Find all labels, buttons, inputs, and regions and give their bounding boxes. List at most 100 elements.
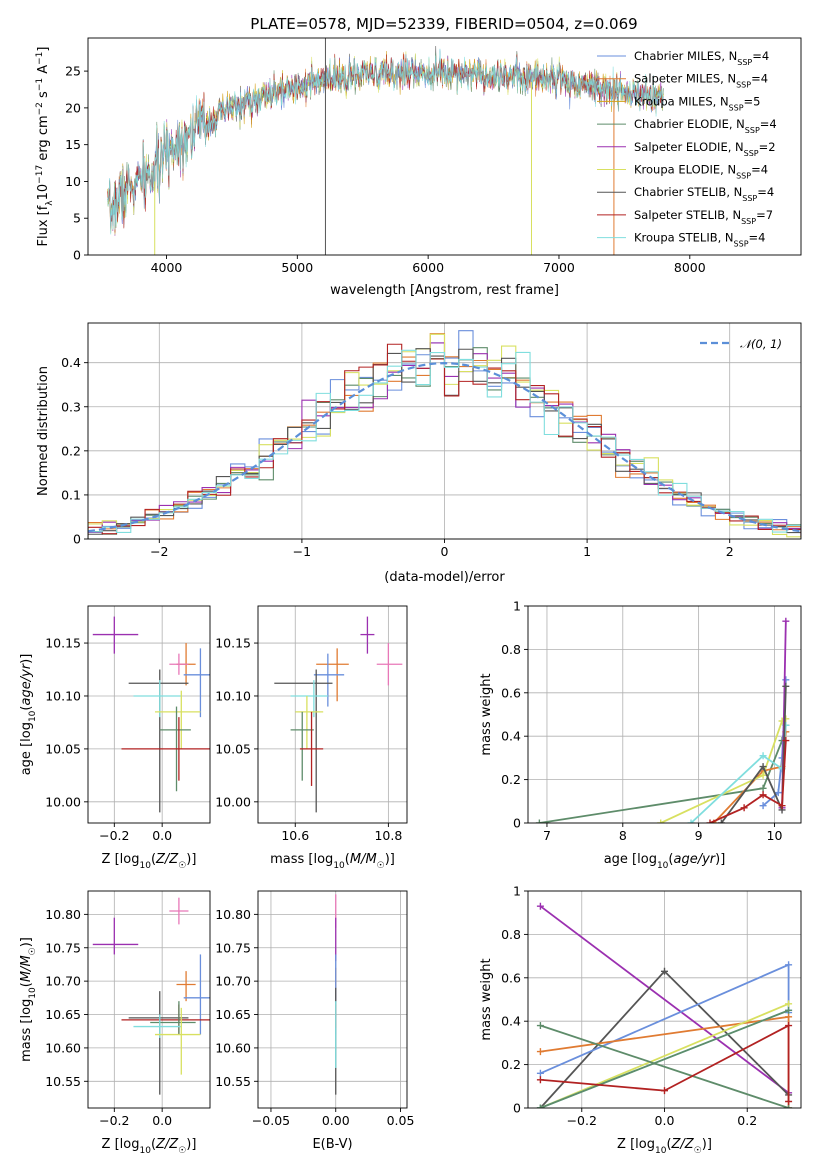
mass-vs-Z-panel-plot xyxy=(92,897,210,1095)
data-point xyxy=(785,1022,793,1030)
legend-entry-normal: 𝒩(0, 1) xyxy=(740,337,782,351)
x-tick-label: 8 xyxy=(619,828,627,843)
spectrum-panel-plot xyxy=(107,38,664,255)
mass-vs-EBV-panel-frame: −0.05 0.00 0.05 10.55 10.60 10.65 10.70 10.75 10… xyxy=(215,890,415,1152)
y-tick-label: 0.4 xyxy=(501,1014,521,1029)
x-tick-label: 2 xyxy=(726,544,734,559)
y-tick-label: 10.15 xyxy=(45,636,81,651)
data-point xyxy=(536,1104,544,1108)
legend-entry: Chabrier ELODIE, NSSP=4 xyxy=(634,117,777,135)
axes-frame xyxy=(87,605,211,824)
y-tick-label: 10 xyxy=(65,174,81,189)
y-tick-label: 10.75 xyxy=(45,940,81,955)
age-vs-mass-panel: 10.6 10.8 10.00 10.05 10.10 10.15 mass [log10(… xyxy=(215,605,408,871)
x-tick-label: 8000 xyxy=(674,260,706,275)
x-tick-label: 1 xyxy=(583,544,591,559)
data-point xyxy=(536,1022,544,1030)
y-tick-label: 1 xyxy=(513,884,521,899)
y-tick-label: 10.55 xyxy=(45,1074,81,1089)
y-axis-label: Normed distribution xyxy=(36,366,51,496)
data-point xyxy=(785,1104,793,1108)
legend-entry: Kroupa ELODIE, NSSP=4 xyxy=(634,163,768,181)
data-point xyxy=(785,1097,793,1105)
data-point xyxy=(759,763,767,771)
mass-vs-Z-panel: −0.2 0.0 10.55 10.60 10.65 10.70 10.75 10.80 Z [… xyxy=(19,890,211,1156)
data-point xyxy=(657,819,665,823)
x-axis-label: Z [log10(Z/Z☉)] xyxy=(102,1137,197,1156)
age-vs-mass-panel-grid xyxy=(258,606,407,823)
x-axis-label: wavelength [Angstrom, rest frame] xyxy=(330,283,559,298)
y-tick-label: 10.75 xyxy=(215,940,251,955)
age-vs-mass-panel-frame: 10.6 10.8 10.00 10.05 10.10 10.15 mass [log10(… xyxy=(215,605,408,871)
mass-vs-Z-panel-frame: −0.2 0.0 10.55 10.60 10.65 10.70 10.75 10.80 Z [… xyxy=(19,890,211,1156)
y-tick-label: 10.70 xyxy=(215,974,251,989)
data-point xyxy=(536,902,544,910)
data-point xyxy=(740,804,748,812)
y-tick-label: 10.00 xyxy=(45,794,81,809)
x-tick-label: 0 xyxy=(441,544,449,559)
legend-entry: Kroupa STELIB, NSSP=4 xyxy=(634,231,765,249)
x-tick-label: 10.6 xyxy=(281,828,309,843)
series-line xyxy=(540,1024,790,1102)
y-tick-label: 1 xyxy=(513,599,521,614)
mass-weight-vs-age-panel-frame: 7 8 9 10 0 0.2 0.4 0.6 0.8 1 age [log10(age/yr)] ma… xyxy=(479,599,802,871)
x-tick-label: 10.8 xyxy=(374,828,402,843)
data-point xyxy=(687,819,695,823)
x-axis-label: (data-model)/error xyxy=(384,570,505,585)
data-point xyxy=(782,682,790,690)
y-tick-label: 0.3 xyxy=(61,399,81,414)
series-line xyxy=(540,1024,789,1108)
data-point xyxy=(759,752,767,760)
mass-vs-Z-panel-grid xyxy=(88,891,210,1108)
x-tick-label: 9 xyxy=(695,828,703,843)
y-tick-label: 0 xyxy=(73,248,81,263)
y-tick-label: 20 xyxy=(65,100,81,115)
x-tick-label: −0.05 xyxy=(252,1113,290,1128)
x-tick-label: −0.2 xyxy=(99,1113,129,1128)
legend-entry: Chabrier MILES, NSSP=4 xyxy=(634,49,769,67)
spectrum-panel: 4000 5000 6000 7000 8000 0 5 10 15 20 25 wavelength… xyxy=(35,37,802,298)
y-tick-label: 10.05 xyxy=(215,741,251,756)
data-point xyxy=(785,1000,793,1008)
histogram-series xyxy=(88,349,801,533)
y-tick-label: 10.80 xyxy=(215,907,251,922)
x-tick-label: −0.2 xyxy=(99,828,129,843)
mass-weight-vs-age-panel-grid xyxy=(528,605,801,824)
data-point xyxy=(535,819,543,823)
mass-weight-vs-Z-panel-plot xyxy=(536,902,793,1108)
data-point xyxy=(785,1006,793,1014)
x-tick-label: 0.0 xyxy=(152,1113,172,1128)
y-tick-label: 10.60 xyxy=(215,1040,251,1055)
y-tick-label: 0 xyxy=(73,532,81,547)
data-point xyxy=(782,676,790,684)
y-tick-label: 0.6 xyxy=(501,685,521,700)
axes-frame xyxy=(257,605,408,824)
y-tick-label: 0.2 xyxy=(501,772,521,787)
mass-weight-vs-age-panel-plot xyxy=(535,617,790,823)
age-vs-Z-panel-frame: −0.2 0.0 10.00 10.05 10.10 10.15 Z [log10(Z/Z☉… xyxy=(19,605,211,871)
x-axis-label: E(B-V) xyxy=(312,1137,352,1152)
data-point xyxy=(759,784,767,792)
y-tick-label: 0.4 xyxy=(61,355,81,370)
data-point xyxy=(536,1069,544,1077)
series-line xyxy=(540,1003,789,1108)
normal-curve xyxy=(88,362,801,533)
y-axis-label: age [log10(age/yr)] xyxy=(19,654,38,776)
x-tick-label: −2 xyxy=(150,544,168,559)
data-point xyxy=(782,617,790,625)
y-axis-label: mass [log10(M/M☉)] xyxy=(19,937,38,1062)
y-tick-label: 0.2 xyxy=(61,443,81,458)
y-tick-label: 10.65 xyxy=(45,1007,81,1022)
axes-frame xyxy=(527,605,802,824)
y-tick-label: 0 xyxy=(513,816,521,831)
x-tick-label: 0.00 xyxy=(322,1113,350,1128)
x-tick-label: 0.05 xyxy=(387,1113,415,1128)
legend-entry: Chabrier STELIB, NSSP=4 xyxy=(634,185,774,203)
y-tick-label: 0.8 xyxy=(501,927,521,942)
x-tick-label: 7000 xyxy=(543,260,575,275)
y-tick-label: 0.4 xyxy=(501,729,521,744)
y-tick-label: 0.1 xyxy=(61,487,81,502)
series-line xyxy=(540,1009,789,1108)
series-line xyxy=(539,905,790,1094)
data-point xyxy=(717,819,725,823)
